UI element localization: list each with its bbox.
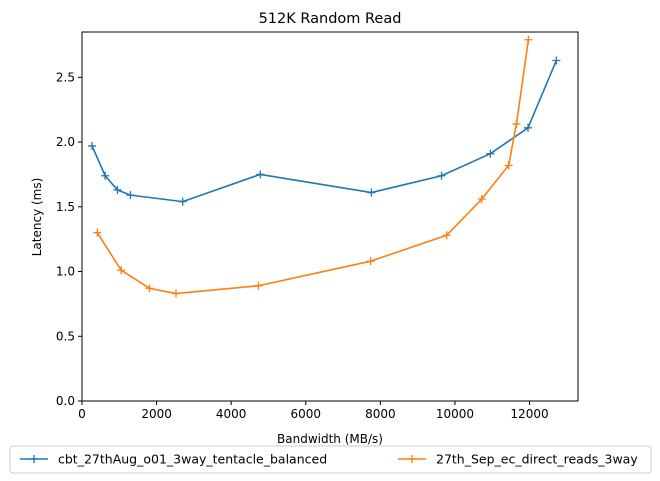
y-axis-label: Latency (ms): [30, 178, 44, 257]
y-tick-label: 1.5: [56, 200, 75, 214]
legend-items: cbt_27thAug_o01_3way_tentacle_balanced 27…: [20, 452, 638, 467]
legend-swatch-marker: [408, 455, 416, 463]
data-point: [254, 281, 263, 290]
legend-item: cbt_27thAug_o01_3way_tentacle_balanced: [20, 452, 327, 467]
data-point: [171, 289, 180, 298]
data-point: [477, 195, 486, 204]
legend-swatch-marker: [30, 455, 38, 463]
legend-box: [9, 445, 652, 474]
data-point: [524, 123, 533, 132]
y-tick-label: 0.5: [56, 329, 75, 343]
y-tick-label: 0.0: [56, 394, 75, 408]
data-point: [178, 197, 187, 206]
x-tick-label: 6000: [290, 407, 321, 421]
y-tick-label: 1.0: [56, 265, 75, 279]
data-point: [256, 170, 265, 179]
x-tick-label: 0: [78, 407, 86, 421]
data-point: [101, 171, 110, 180]
data-point: [113, 185, 122, 194]
series-1: [88, 56, 561, 206]
data-point: [126, 191, 135, 200]
data-point: [88, 141, 97, 150]
y-tick-label: 2.0: [56, 135, 75, 149]
data-point: [524, 35, 533, 44]
x-axis-label: Bandwidth (MB/s): [277, 432, 383, 446]
series-line: [91, 60, 558, 203]
data-point: [504, 161, 513, 170]
data-point: [437, 171, 446, 180]
series-line: [96, 39, 530, 295]
data-point: [145, 284, 154, 293]
data-point: [442, 231, 451, 240]
legend: cbt_27thAug_o01_3way_tentacle_balanced 27…: [9, 445, 652, 474]
data-point: [366, 257, 375, 266]
y-tick-label: 2.5: [56, 70, 75, 84]
x-tick-label: 10000: [436, 407, 474, 421]
data-point: [486, 149, 495, 158]
data-point: [512, 119, 521, 128]
legend-item: 27th_Sep_ec_direct_reads_3way: [398, 452, 638, 467]
series-2: [93, 35, 533, 298]
data-point: [367, 188, 376, 197]
x-tick-label: 8000: [365, 407, 396, 421]
x-axis-ticks: 0 2000 4000 6000 8000 10000 12000: [78, 401, 549, 421]
x-tick-label: 4000: [216, 407, 247, 421]
x-tick-label: 2000: [141, 407, 172, 421]
data-point: [93, 228, 102, 237]
data-point: [117, 266, 126, 275]
legend-label: 27th_Sep_ec_direct_reads_3way: [436, 452, 638, 467]
data-point: [552, 56, 561, 65]
chart-title: 512K Random Read: [259, 11, 402, 27]
plot-frame: [81, 31, 579, 402]
y-axis-ticks: 0.0 0.5 1.0 1.5 2.0 2.5: [56, 70, 82, 408]
plot-area: [88, 35, 561, 298]
legend-label: cbt_27thAug_o01_3way_tentacle_balanced: [58, 452, 327, 467]
x-tick-label: 12000: [510, 407, 548, 421]
